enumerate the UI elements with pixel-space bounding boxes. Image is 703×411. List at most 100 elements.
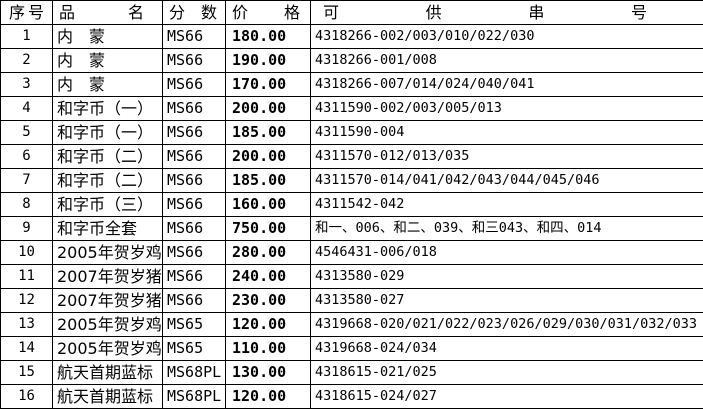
cell-product-name: 和字币（一） [52, 96, 163, 121]
cell-grade: MS66 [162, 240, 226, 265]
table-row: 16 航天首期蓝标 MS68PL 120.00 4318615-024/027 [0, 384, 703, 409]
cell-grade: MS66 [162, 216, 226, 241]
cell-serial-numbers: 4311570-012/013/035 [310, 144, 703, 169]
cell-grade: MS66 [162, 192, 226, 217]
cell-serial-numbers: 4318615-024/027 [310, 384, 703, 409]
table-row: 13 2005年贺岁鸡 MS65 120.00 4319668-020/021/022/… [0, 312, 703, 337]
header-label: 品名 [59, 3, 144, 22]
cell-price: 130.00 [225, 360, 311, 385]
cell-price: 160.00 [225, 192, 311, 217]
cell-serial-numbers: 4318266-001/008 [310, 48, 703, 73]
cell-serial-no: 12 [0, 288, 53, 313]
cell-product-name: 和字币（二） [52, 168, 163, 193]
cell-serial-no: 5 [0, 120, 53, 145]
cell-serial-numbers: 4318266-002/003/010/022/030 [310, 24, 703, 49]
cell-price: 120.00 [225, 312, 311, 337]
header-serial-no: 序号 [0, 0, 53, 25]
cell-grade: MS66 [162, 72, 226, 97]
cell-serial-no: 14 [0, 336, 53, 361]
cell-serial-numbers: 4319668-024/034 [310, 336, 703, 361]
cell-product-name: 2005年贺岁鸡 [52, 240, 163, 265]
cell-price: 185.00 [225, 168, 311, 193]
header-grade: 分数 [162, 0, 226, 25]
cell-serial-numbers: 4319668-020/021/022/023/026/029/030/031/… [310, 312, 703, 337]
cell-product-name: 2005年贺岁鸡 [52, 312, 163, 337]
table-row: 8 和字币（三） MS66 160.00 4311542-042 [0, 192, 703, 217]
table-row: 6 和字币（二） MS66 200.00 4311570-012/013/035 [0, 144, 703, 169]
header-serial-numbers: 可供串号 [310, 0, 703, 25]
cell-price: 750.00 [225, 216, 311, 241]
cell-serial-no: 10 [0, 240, 53, 265]
cell-serial-numbers: 4313580-027 [310, 288, 703, 313]
cell-serial-no: 3 [0, 72, 53, 97]
cell-grade: MS66 [162, 144, 226, 169]
cell-product-name: 和字币（一） [52, 120, 163, 145]
header-row: 序号品名 分数价格 可供串号 [0, 0, 703, 25]
cell-price: 240.00 [225, 264, 311, 289]
table-row: 10 2005年贺岁鸡 MS66 280.00 4546431-006/018 [0, 240, 703, 265]
cell-product-name: 内 蒙 [52, 24, 163, 49]
cell-price: 190.00 [225, 48, 311, 73]
table-row: 12 2007年贺岁猪 MS66 230.00 4313580-027 [0, 288, 703, 313]
cell-product-name: 航天首期蓝标 [52, 384, 163, 409]
header-label: 可供串号 [323, 3, 647, 22]
cell-serial-no: 6 [0, 144, 53, 169]
cell-serial-no: 7 [0, 168, 53, 193]
cell-price: 180.00 [225, 24, 311, 49]
cell-grade: MS68PL [162, 384, 226, 409]
cell-serial-numbers: 4318266-007/014/024/040/041 [310, 72, 703, 97]
cell-serial-no: 15 [0, 360, 53, 385]
cell-grade: MS66 [162, 120, 226, 145]
cell-serial-no: 4 [0, 96, 53, 121]
cell-serial-numbers: 4311542-042 [310, 192, 703, 217]
cell-product-name: 内 蒙 [52, 72, 163, 97]
cell-price: 200.00 [225, 144, 311, 169]
cell-product-name: 和字币（三） [52, 192, 163, 217]
header-label: 价格 [232, 3, 300, 22]
cell-serial-numbers: 4313580-029 [310, 264, 703, 289]
cell-serial-no: 8 [0, 192, 53, 217]
cell-grade: MS66 [162, 168, 226, 193]
table-row: 15 航天首期蓝标 MS68PL 130.00 4318615-021/025 [0, 360, 703, 385]
table-row: 5 和字币（一） MS66 185.00 4311590-004 [0, 120, 703, 145]
cell-product-name: 2005年贺岁鸡 [52, 336, 163, 361]
cell-serial-numbers: 4311570-014/041/042/043/044/045/046 [310, 168, 703, 193]
cell-serial-no: 1 [0, 24, 53, 49]
cell-grade: MS68PL [162, 360, 226, 385]
header-label: 序号 [9, 3, 44, 22]
table-row: 7 和字币（二） MS66 185.00 4311570-014/041/042/043… [0, 168, 703, 193]
cell-product-name: 航天首期蓝标 [52, 360, 163, 385]
table-header: 序号品名 分数价格 可供串号 [0, 0, 703, 25]
cell-grade: MS65 [162, 312, 226, 337]
cell-serial-numbers: 4311590-002/003/005/013 [310, 96, 703, 121]
header-price: 价格 [225, 0, 311, 25]
cell-serial-no: 16 [0, 384, 53, 409]
header-label: 分数 [169, 3, 217, 22]
cell-product-name: 和字币全套 [52, 216, 163, 241]
cell-serial-no: 13 [0, 312, 53, 337]
cell-product-name: 内 蒙 [52, 48, 163, 73]
cell-price: 200.00 [225, 96, 311, 121]
cell-grade: MS66 [162, 24, 226, 49]
cell-price: 230.00 [225, 288, 311, 313]
cell-serial-numbers: 4546431-006/018 [310, 240, 703, 265]
cell-grade: MS66 [162, 48, 226, 73]
cell-grade: MS66 [162, 264, 226, 289]
cell-grade: MS65 [162, 336, 226, 361]
cell-price: 170.00 [225, 72, 311, 97]
table-row: 9 和字币全套 MS66 750.00 和一、006、和二、039、和三043、和四、0… [0, 216, 703, 241]
table-row: 4 和字币（一） MS66 200.00 4311590-002/003/005/013 [0, 96, 703, 121]
cell-serial-numbers: 4311590-004 [310, 120, 703, 145]
cell-product-name: 2007年贺岁猪 [52, 288, 163, 313]
cell-product-name: 2007年贺岁猪 [52, 264, 163, 289]
cell-price: 120.00 [225, 384, 311, 409]
cell-grade: MS66 [162, 96, 226, 121]
cell-serial-numbers: 和一、006、和二、039、和三043、和四、014 [310, 216, 703, 241]
cell-serial-no: 9 [0, 216, 53, 241]
